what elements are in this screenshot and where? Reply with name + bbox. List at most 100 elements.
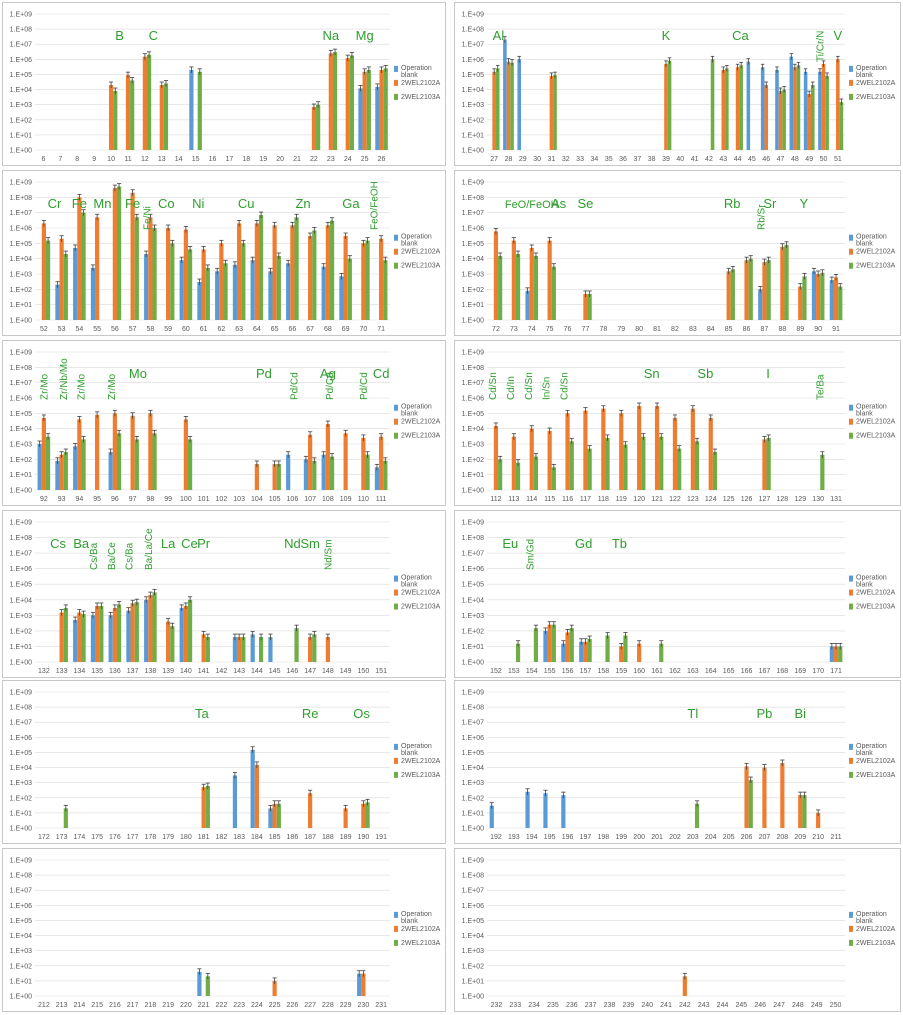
bar xyxy=(152,228,157,320)
legend-label: blank xyxy=(856,72,873,79)
legend-label: 2WEL2103A xyxy=(856,94,896,101)
bar xyxy=(276,255,281,320)
x-tick-label: 15 xyxy=(192,156,200,163)
y-tick-label: 1.E+08 xyxy=(10,365,32,372)
bar xyxy=(343,433,348,490)
y-tick-label: 1.E+04 xyxy=(10,933,32,940)
x-tick-label: 153 xyxy=(508,668,520,675)
y-tick-label: 1.E+02 xyxy=(462,795,484,802)
bar xyxy=(383,460,388,490)
x-tick-label: 74 xyxy=(528,326,536,333)
chart-panel-8: 1.E+00 1.E+01 1.E+02 1.E+03 1.E+04 1.E+05 1.E+… xyxy=(454,510,901,678)
y-tick-label: 1.E+06 xyxy=(462,566,484,573)
bar xyxy=(329,220,335,320)
bar xyxy=(825,75,829,150)
y-tick-label: 1.E+08 xyxy=(10,195,32,202)
element-annotation: Nd xyxy=(284,536,301,551)
x-tick-label: 7 xyxy=(58,156,62,163)
x-tick-label: 202 xyxy=(669,834,681,841)
bar xyxy=(587,293,592,320)
bar xyxy=(321,266,326,320)
bar xyxy=(303,459,309,490)
bar xyxy=(810,85,815,150)
chart-panel-11: 1.E+00 1.E+01 1.E+02 1.E+03 1.E+04 1.E+05 1.E+… xyxy=(2,848,446,1012)
element-annotation: Rb xyxy=(724,196,741,211)
x-tick-label: 96 xyxy=(111,496,119,503)
bar xyxy=(379,238,384,320)
bar xyxy=(63,452,68,490)
legend-label: 2WEL2102A xyxy=(856,590,896,597)
legend-swatch xyxy=(849,65,853,72)
x-tick-label: 114 xyxy=(526,496,537,503)
y-tick-label: 1.E+03 xyxy=(462,948,484,955)
x-tick-label: 152 xyxy=(490,668,502,675)
x-tick-label: 113 xyxy=(508,496,519,503)
x-tick-label: 197 xyxy=(580,834,592,841)
bar xyxy=(503,39,507,150)
bar xyxy=(201,249,206,320)
y-tick-label: 1.E+05 xyxy=(462,582,484,589)
bar xyxy=(758,289,763,320)
legend-swatch xyxy=(394,93,398,100)
y-tick-label: 1.E+07 xyxy=(462,210,484,217)
y-tick-label: 1.E+04 xyxy=(462,933,484,940)
x-tick-label: 89 xyxy=(796,326,804,333)
x-tick-label: 180 xyxy=(180,834,192,841)
chart-panel-12: 1.E+00 1.E+01 1.E+02 1.E+03 1.E+04 1.E+05 1.E+… xyxy=(454,848,901,1012)
element-annotation: Bi xyxy=(794,706,806,721)
element-annotation: Pd/Cd xyxy=(325,372,336,400)
bar xyxy=(565,632,570,662)
bar xyxy=(308,434,313,490)
legend-swatch xyxy=(849,743,853,750)
x-tick-label: 132 xyxy=(38,668,50,675)
x-tick-label: 222 xyxy=(216,1002,228,1009)
x-tick-label: 72 xyxy=(492,326,500,333)
element-annotation: Zr/Mo xyxy=(77,373,88,400)
x-tick-label: 221 xyxy=(198,1002,210,1009)
bar xyxy=(286,263,291,320)
legend-label: 2WEL2102A xyxy=(401,249,441,256)
x-tick-label: 103 xyxy=(233,496,245,503)
bar xyxy=(148,413,153,490)
legend-label: blank xyxy=(856,918,873,925)
y-tick-label: 1.E+05 xyxy=(10,411,32,418)
legend-label: 2WEL2102A xyxy=(856,249,896,256)
legend-swatch xyxy=(849,603,853,610)
bar xyxy=(529,428,534,490)
y-tick-label: 1.E+06 xyxy=(10,566,32,573)
bar xyxy=(664,63,668,150)
y-tick-label: 1.E+04 xyxy=(462,256,484,263)
x-tick-label: 162 xyxy=(669,668,681,675)
element-annotation: Ag xyxy=(320,366,336,381)
x-tick-label: 111 xyxy=(376,496,387,503)
bar xyxy=(237,637,242,662)
y-tick-label: 1.E+01 xyxy=(10,810,32,817)
bar xyxy=(561,643,566,662)
legend-swatch xyxy=(849,234,853,241)
x-tick-label: 211 xyxy=(830,834,841,841)
x-tick-label: 19 xyxy=(259,156,267,163)
bar xyxy=(308,236,313,320)
bar xyxy=(112,607,117,662)
x-tick-label: 151 xyxy=(375,668,387,675)
x-tick-label: 69 xyxy=(342,326,350,333)
y-tick-label: 1.E+01 xyxy=(462,472,484,479)
legend-swatch xyxy=(394,248,398,255)
bar xyxy=(601,408,606,490)
legend-label: Operation xyxy=(856,404,887,411)
element-annotation: Cd/Sn xyxy=(524,372,535,400)
bar xyxy=(820,454,825,490)
element-annotation: Re xyxy=(302,706,319,721)
bar xyxy=(345,58,350,150)
bar xyxy=(821,63,826,150)
y-tick-label: 1.E+05 xyxy=(10,72,32,79)
x-tick-label: 99 xyxy=(164,496,172,503)
legend-label: 2WEL2103A xyxy=(856,772,896,779)
x-tick-label: 41 xyxy=(691,156,699,163)
x-tick-label: 95 xyxy=(93,496,101,503)
x-tick-label: 204 xyxy=(705,834,717,841)
x-tick-label: 157 xyxy=(580,668,592,675)
y-tick-label: 1.E+01 xyxy=(462,810,484,817)
x-tick-label: 148 xyxy=(322,668,334,675)
bar xyxy=(659,436,664,490)
